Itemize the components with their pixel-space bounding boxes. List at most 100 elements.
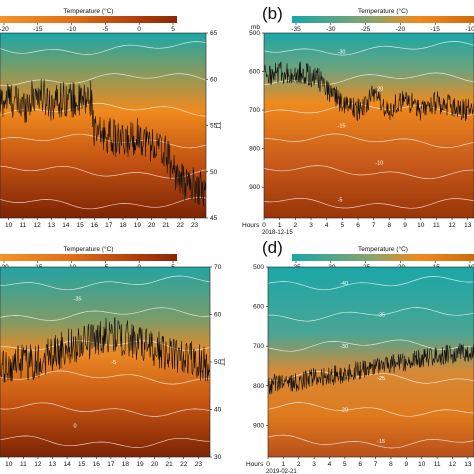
colorbar-title: Temperature (°C) [358, 245, 408, 253]
y-right-tick-label: 60 [214, 312, 222, 319]
x-tick-label: 11 [434, 461, 441, 468]
colorbar-title: Temperature (°C) [64, 245, 114, 253]
x-tick-label: 17 [107, 461, 115, 468]
y-tick-label: 500 [249, 30, 260, 37]
x-tick-label: 1 [282, 461, 286, 468]
contour-line [0, 41, 207, 55]
y-right-axis-label: TT [214, 122, 221, 130]
x-tick-label: 23 [195, 461, 203, 468]
contour-label: 0 [74, 423, 77, 429]
x-tick-label: 0 [262, 222, 266, 229]
x-tick-label: 9 [403, 222, 407, 229]
panel-c: Temperature (°C)-20-15-10-505-35-5010111… [0, 245, 225, 468]
y-tick-label: 700 [253, 343, 264, 350]
x-tick-label: 10 [417, 222, 425, 229]
x-tick-label: 2 [297, 461, 301, 468]
date-label: 2018-12-15 [262, 230, 293, 236]
x-tick-label: 12 [448, 222, 456, 229]
heatmap-c [0, 267, 210, 457]
x-tick-label: 19 [136, 461, 144, 468]
colorbar-tick-label: 5 [171, 26, 175, 33]
x-tick-label: 11 [433, 222, 440, 229]
y-tick-label: 800 [249, 146, 260, 153]
series-line [0, 78, 207, 207]
x-tick-label: 15 [78, 461, 86, 468]
contour-line [0, 73, 207, 87]
contour-line [0, 275, 211, 291]
series-line [0, 317, 211, 383]
x-tick-label: 13 [464, 222, 472, 229]
contour-line [267, 434, 474, 449]
x-tick-label: 6 [356, 222, 360, 229]
heatmap-a [0, 33, 206, 218]
y-right-tick-label: 30 [214, 454, 222, 461]
contour-label: -35 [74, 297, 82, 303]
colorbar-tick-label: -20 [0, 26, 9, 33]
contour-line [263, 103, 474, 116]
x-tick-label: 6 [358, 461, 362, 468]
y-right-tick-label: 40 [214, 407, 222, 414]
x-tick-label: 21 [166, 461, 174, 468]
contour-label: -25 [377, 376, 385, 382]
contour-line [267, 402, 474, 417]
colorbar-tick-label: -5 [103, 26, 109, 33]
heatmap-d [268, 267, 474, 457]
y-axis-label: mb [251, 24, 260, 31]
panel-b: Temperature (°C) -35 -30 -25 -20 -15 -10 (b) -30… [242, 4, 474, 236]
x-tick-label: 16 [93, 461, 101, 468]
contour-line [263, 133, 474, 149]
y-right-tick-label: 50 [214, 359, 222, 366]
y-right-tick-label: 60 [210, 76, 218, 83]
contour-label: -35 [377, 313, 385, 319]
contour-label: -40 [340, 281, 348, 287]
y-right-tick-label: 70 [214, 264, 222, 271]
x-tick-label: 13 [48, 222, 56, 229]
colorbar-c [0, 254, 177, 261]
colorbar-tick-label: -10 [67, 26, 77, 33]
colorbar-b [292, 16, 474, 23]
plot-frame [267, 266, 474, 458]
x-axis-label: Hours [242, 222, 260, 229]
x-tick-label: 12 [449, 461, 457, 468]
colorbar-tick-label: -10 [465, 26, 474, 33]
y-right-tick-label: 55 [210, 123, 218, 130]
colorbar-title: Temperature (°C) [358, 7, 408, 15]
colorbar-title: Temperature (°C) [64, 7, 114, 15]
x-tick-label: 3 [309, 222, 313, 229]
x-tick-label: 3 [312, 461, 316, 468]
y-tick-label: 900 [249, 184, 260, 191]
contour-label: -20 [375, 87, 383, 93]
colorbar-tick-label: -15 [33, 26, 43, 33]
x-tick-label: 8 [389, 461, 393, 468]
contour-line [263, 41, 474, 56]
plot-frame [0, 266, 211, 458]
colorbar-tick-label: -25 [361, 26, 371, 33]
x-tick-label: 5 [341, 222, 345, 229]
x-tick-label: 9 [405, 461, 409, 468]
contour-label: -30 [340, 344, 348, 350]
x-tick-label: 19 [134, 222, 142, 229]
contour-line [0, 370, 210, 385]
x-tick-label: 5 [343, 461, 347, 468]
x-tick-label: 18 [119, 222, 127, 229]
colorbar-tick-label: -30 [326, 26, 336, 33]
x-tick-label: 4 [325, 222, 329, 229]
x-axis-label: Hours [246, 461, 264, 468]
y-tick-label: 500 [253, 264, 264, 271]
x-tick-label: 7 [372, 222, 376, 229]
x-tick-label: 4 [328, 461, 332, 468]
contour-line [267, 339, 474, 352]
plot-frame [0, 32, 207, 219]
panel-label: (b) [262, 4, 283, 23]
panel-label: (d) [262, 238, 283, 257]
contour-line [0, 307, 211, 321]
x-tick-label: 11 [20, 461, 27, 468]
y-right-tick-label: 65 [210, 30, 218, 37]
x-tick-label: 20 [148, 222, 156, 229]
x-tick-label: 15 [76, 222, 84, 229]
x-tick-label: 10 [5, 461, 13, 468]
contour-line [0, 435, 211, 448]
x-tick-label: 22 [177, 222, 185, 229]
contour-label: -5 [111, 360, 116, 366]
